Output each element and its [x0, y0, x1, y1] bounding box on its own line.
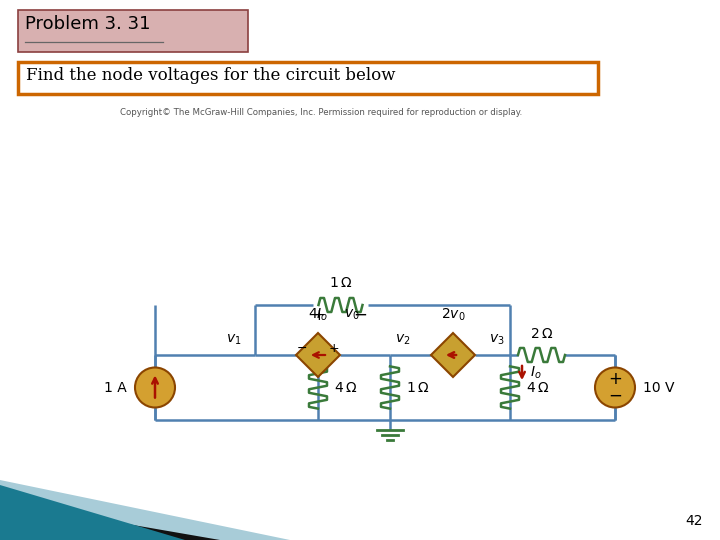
- FancyBboxPatch shape: [18, 10, 248, 52]
- Text: $2v_0$: $2v_0$: [441, 307, 465, 323]
- Text: 10 V: 10 V: [643, 381, 675, 395]
- Polygon shape: [431, 333, 475, 377]
- Text: +: +: [312, 307, 325, 322]
- Text: $v_3$: $v_3$: [490, 333, 505, 347]
- Text: $4\,\Omega$: $4\,\Omega$: [526, 381, 549, 395]
- Text: −: −: [608, 387, 622, 404]
- FancyBboxPatch shape: [18, 62, 598, 94]
- Polygon shape: [0, 480, 290, 540]
- Text: $I_o$: $I_o$: [530, 365, 541, 381]
- Text: −: −: [354, 306, 367, 324]
- Text: +: +: [608, 370, 622, 388]
- Text: $1\,\Omega$: $1\,\Omega$: [406, 381, 429, 395]
- Polygon shape: [0, 502, 220, 540]
- Circle shape: [595, 368, 635, 408]
- Polygon shape: [296, 333, 340, 377]
- Text: $4\,\Omega$: $4\,\Omega$: [334, 381, 357, 395]
- Circle shape: [135, 368, 175, 408]
- Text: $4I_o$: $4I_o$: [307, 307, 328, 323]
- Text: +: +: [329, 341, 339, 354]
- Polygon shape: [0, 485, 185, 540]
- Text: Copyright© The McGraw-Hill Companies, Inc. Permission required for reproduction : Copyright© The McGraw-Hill Companies, In…: [120, 108, 522, 117]
- Text: 42: 42: [685, 514, 703, 528]
- Text: $v_1$: $v_1$: [225, 333, 241, 347]
- Text: $v_2$: $v_2$: [395, 333, 410, 347]
- Text: −: −: [297, 341, 307, 354]
- Text: Problem 3. 31: Problem 3. 31: [25, 15, 150, 33]
- Text: Find the node voltages for the circuit below: Find the node voltages for the circuit b…: [26, 67, 395, 84]
- Text: $1\,\Omega$: $1\,\Omega$: [329, 276, 352, 290]
- Text: 1 A: 1 A: [104, 381, 127, 395]
- Text: $2\,\Omega$: $2\,\Omega$: [530, 327, 553, 341]
- Text: $v_0$: $v_0$: [343, 308, 359, 322]
